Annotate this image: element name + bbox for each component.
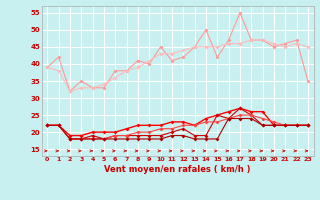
- X-axis label: Vent moyen/en rafales ( km/h ): Vent moyen/en rafales ( km/h ): [104, 165, 251, 174]
